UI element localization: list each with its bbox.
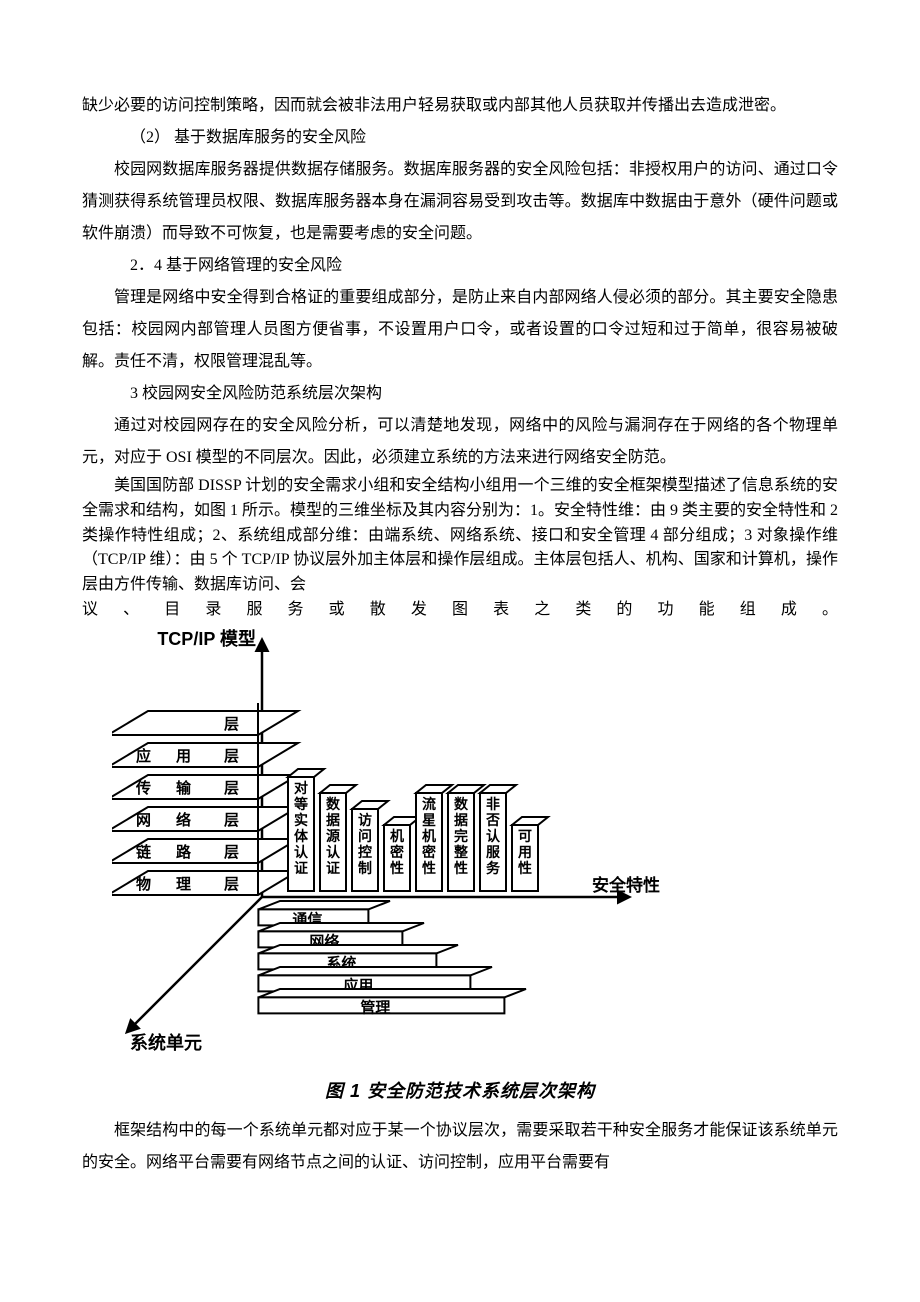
- svg-text:证: 证: [326, 860, 340, 876]
- svg-text:管理: 管理: [360, 998, 390, 1016]
- svg-text:物: 物: [136, 875, 151, 893]
- svg-text:体: 体: [294, 828, 309, 844]
- paragraph-dissp-b: 议、目录服务或散发图表之类的功能组成。: [82, 598, 838, 623]
- security-3d-diagram: TCP/IP 模型安全特性通信网络系统应用管理系统单元物理层链路层网络层传输层应…: [112, 627, 672, 1057]
- svg-text:整: 整: [453, 844, 469, 860]
- svg-text:链: 链: [136, 843, 152, 861]
- svg-text:对: 对: [294, 780, 308, 796]
- svg-text:问: 问: [358, 828, 372, 844]
- heading-item-2: （2） 基于数据库服务的安全风险: [82, 122, 838, 154]
- heading-3: 3 校园网安全风险防范系统层次架构: [82, 378, 838, 410]
- svg-text:理: 理: [176, 876, 191, 893]
- paragraph-frame: 框架结构中的每一个系统单元都对应于某一个协议层次，需要采取若干种安全服务才能保证…: [82, 1115, 838, 1179]
- svg-text:认: 认: [486, 828, 501, 844]
- svg-text:控: 控: [358, 844, 372, 860]
- svg-text:认: 认: [294, 844, 309, 860]
- svg-text:可: 可: [518, 828, 532, 844]
- figure-1-caption: 图 1 安全防范技术系统层次架构: [82, 1073, 838, 1109]
- svg-text:数: 数: [454, 796, 469, 812]
- svg-text:数: 数: [326, 796, 341, 812]
- paragraph-arch-intro: 通过对校园网存在的安全风险分析，可以清楚地发现，网络中的风险与漏洞存在于网络的各…: [82, 410, 838, 474]
- heading-2-4: 2．4 基于网络管理的安全风险: [82, 250, 838, 282]
- svg-text:访: 访: [358, 812, 372, 828]
- svg-text:应: 应: [136, 747, 151, 765]
- svg-text:机: 机: [390, 828, 404, 844]
- svg-text:否: 否: [485, 812, 500, 828]
- svg-text:层: 层: [224, 780, 239, 797]
- svg-text:输: 输: [176, 779, 192, 797]
- svg-text:络: 络: [176, 811, 191, 829]
- svg-text:制: 制: [358, 860, 372, 876]
- svg-text:源: 源: [326, 828, 340, 844]
- paragraph-dissp-a: 美国国防部 DISSP 计划的安全需求小组和安全结构小组用一个三维的安全框架模型…: [82, 474, 838, 598]
- svg-text:等: 等: [294, 796, 308, 812]
- paragraph-continuation: 缺少必要的访问控制策略，因而就会被非法用户轻易获取或内部其他人员获取并传播出去造…: [82, 90, 838, 122]
- svg-text:层: 层: [224, 844, 239, 861]
- svg-text:系统单元: 系统单元: [130, 1032, 202, 1053]
- svg-text:务: 务: [486, 860, 501, 876]
- svg-text:路: 路: [176, 843, 192, 861]
- svg-text:传: 传: [135, 779, 151, 797]
- svg-text:用: 用: [518, 844, 532, 860]
- svg-text:性: 性: [454, 860, 468, 876]
- svg-text:星: 星: [422, 812, 436, 828]
- svg-text:安全特性: 安全特性: [592, 875, 660, 895]
- svg-text:证: 证: [294, 860, 308, 876]
- svg-text:层: 层: [224, 876, 239, 893]
- svg-text:据: 据: [326, 812, 340, 828]
- svg-text:层: 层: [224, 716, 239, 733]
- paragraph-mgmt-risk: 管理是网络中安全得到合格证的重要组成部分，是防止来自内部网络人侵必须的部分。其主…: [82, 282, 838, 378]
- svg-text:密: 密: [389, 844, 404, 860]
- svg-text:实: 实: [294, 812, 308, 828]
- svg-text:性: 性: [518, 860, 532, 876]
- svg-text:非: 非: [486, 796, 500, 812]
- paragraph-db-risk: 校园网数据库服务器提供数据存储服务。数据库服务器的安全风险包括：非授权用户的访问…: [82, 154, 838, 250]
- svg-text:密: 密: [421, 844, 436, 860]
- svg-text:认: 认: [326, 844, 341, 860]
- svg-text:机: 机: [422, 828, 436, 844]
- svg-text:TCP/IP 模型: TCP/IP 模型: [157, 628, 256, 649]
- figure-1: TCP/IP 模型安全特性通信网络系统应用管理系统单元物理层链路层网络层传输层应…: [112, 627, 838, 1069]
- svg-text:据: 据: [454, 812, 468, 828]
- svg-text:服: 服: [486, 844, 501, 860]
- svg-text:性: 性: [422, 860, 436, 876]
- svg-text:层: 层: [224, 748, 239, 765]
- svg-text:完: 完: [454, 828, 468, 844]
- svg-text:网: 网: [136, 812, 151, 829]
- svg-text:用: 用: [176, 748, 191, 765]
- svg-text:性: 性: [390, 860, 404, 876]
- svg-text:流: 流: [422, 796, 436, 812]
- svg-text:层: 层: [224, 812, 239, 829]
